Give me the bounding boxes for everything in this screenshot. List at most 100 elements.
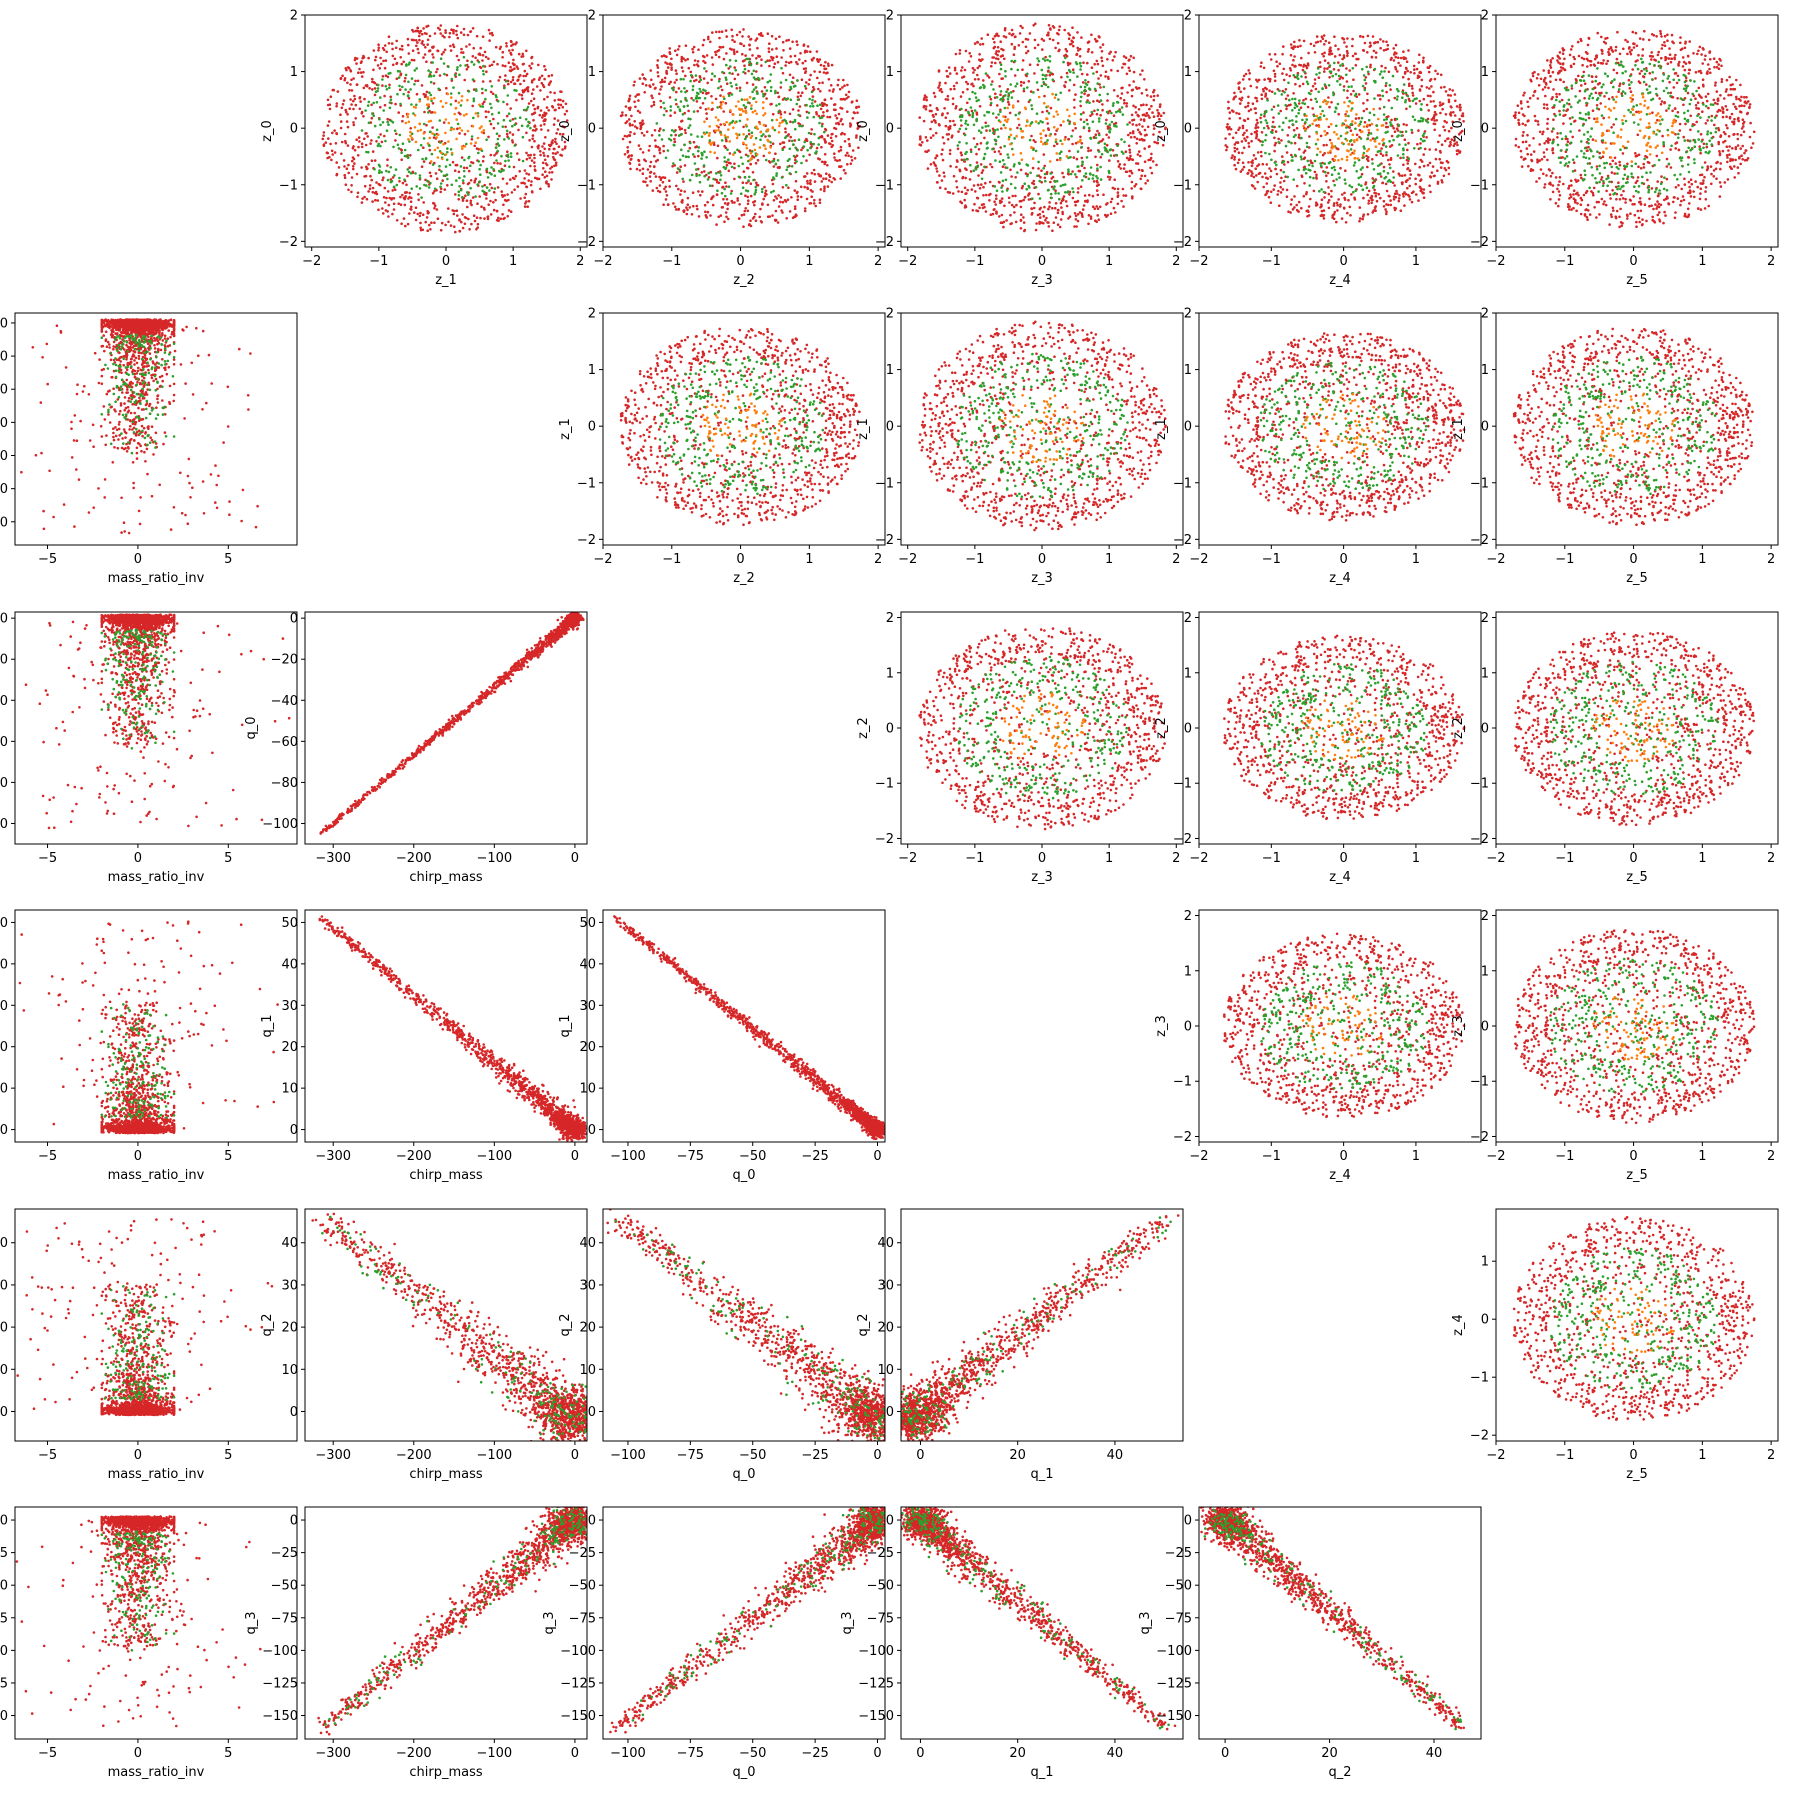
data-point — [755, 181, 758, 185]
data-point — [696, 60, 700, 63]
data-point — [331, 131, 334, 135]
data-point — [973, 92, 977, 95]
data-point — [1438, 157, 1441, 161]
data-point — [467, 169, 471, 173]
data-point — [443, 35, 446, 39]
data-point — [688, 206, 692, 209]
data-point — [510, 40, 513, 44]
data-point — [968, 97, 971, 101]
data-point — [1084, 199, 1087, 203]
data-point — [767, 134, 771, 138]
data-point — [741, 186, 745, 189]
data-point — [366, 135, 370, 138]
data-point — [1260, 61, 1263, 64]
data-point — [815, 146, 819, 150]
data-point — [439, 182, 443, 185]
data-point — [943, 175, 946, 178]
data-point — [949, 87, 952, 91]
data-point — [978, 206, 981, 210]
data-point — [857, 146, 860, 149]
data-point — [666, 62, 669, 65]
data-point — [382, 48, 386, 52]
data-point — [991, 56, 994, 59]
data-point — [374, 58, 377, 62]
data-point — [781, 71, 785, 75]
data-point — [454, 99, 458, 103]
data-point — [1088, 193, 1091, 197]
data-point — [482, 72, 485, 76]
data-point — [1127, 144, 1131, 148]
data-point — [564, 145, 567, 148]
data-point — [385, 169, 388, 173]
data-point — [418, 174, 422, 177]
data-point — [1030, 104, 1033, 107]
data-point — [1058, 158, 1062, 162]
data-point — [419, 128, 423, 132]
data-point — [1108, 171, 1111, 175]
data-point — [470, 135, 474, 138]
x-tick-label: 2 — [874, 254, 882, 269]
data-point — [996, 128, 999, 131]
data-point — [445, 86, 448, 90]
data-point — [723, 220, 726, 223]
data-point — [786, 198, 790, 201]
data-point — [1124, 56, 1128, 59]
data-point — [391, 121, 395, 124]
data-point — [1130, 94, 1134, 98]
data-point — [406, 94, 410, 97]
data-point — [1351, 44, 1354, 48]
data-point — [1139, 104, 1143, 107]
data-point — [974, 167, 978, 171]
data-point — [465, 112, 468, 116]
data-point — [531, 129, 535, 132]
data-point — [790, 196, 793, 199]
data-point — [504, 159, 507, 163]
data-point — [661, 180, 665, 184]
data-point — [363, 195, 366, 199]
data-point — [544, 181, 548, 184]
data-point — [521, 91, 525, 94]
data-point — [1112, 206, 1116, 210]
data-point — [1387, 194, 1391, 198]
data-point — [816, 76, 819, 80]
data-point — [496, 137, 500, 141]
data-point — [1001, 165, 1005, 168]
data-point — [770, 118, 774, 122]
data-point — [744, 54, 747, 57]
data-point — [827, 64, 830, 68]
data-point — [490, 166, 493, 169]
data-point — [751, 110, 755, 114]
data-point — [1041, 48, 1044, 51]
data-point — [964, 119, 968, 123]
data-point — [503, 194, 507, 197]
data-point — [1418, 53, 1421, 57]
data-point — [788, 147, 792, 151]
data-point — [1057, 33, 1060, 36]
data-point — [974, 165, 978, 169]
data-point — [829, 136, 833, 140]
data-point — [795, 191, 799, 195]
data-point — [1436, 180, 1440, 184]
data-point — [1087, 222, 1090, 226]
data-point — [1247, 161, 1250, 164]
data-point — [659, 105, 663, 109]
data-point — [1036, 43, 1040, 47]
data-point — [1230, 156, 1233, 160]
data-point — [1079, 112, 1083, 116]
data-point — [824, 67, 828, 71]
data-point — [402, 217, 406, 220]
data-point — [764, 192, 767, 195]
data-point — [1003, 204, 1006, 208]
data-point — [996, 46, 1000, 49]
data-point — [982, 194, 985, 197]
data-point — [680, 148, 683, 152]
data-point — [503, 86, 506, 90]
data-point — [1072, 71, 1075, 74]
data-point — [770, 48, 774, 51]
data-point — [829, 84, 833, 87]
data-point — [360, 60, 363, 63]
data-point — [820, 180, 824, 183]
data-point — [521, 135, 525, 139]
data-point — [1384, 48, 1388, 52]
data-point — [418, 31, 421, 35]
